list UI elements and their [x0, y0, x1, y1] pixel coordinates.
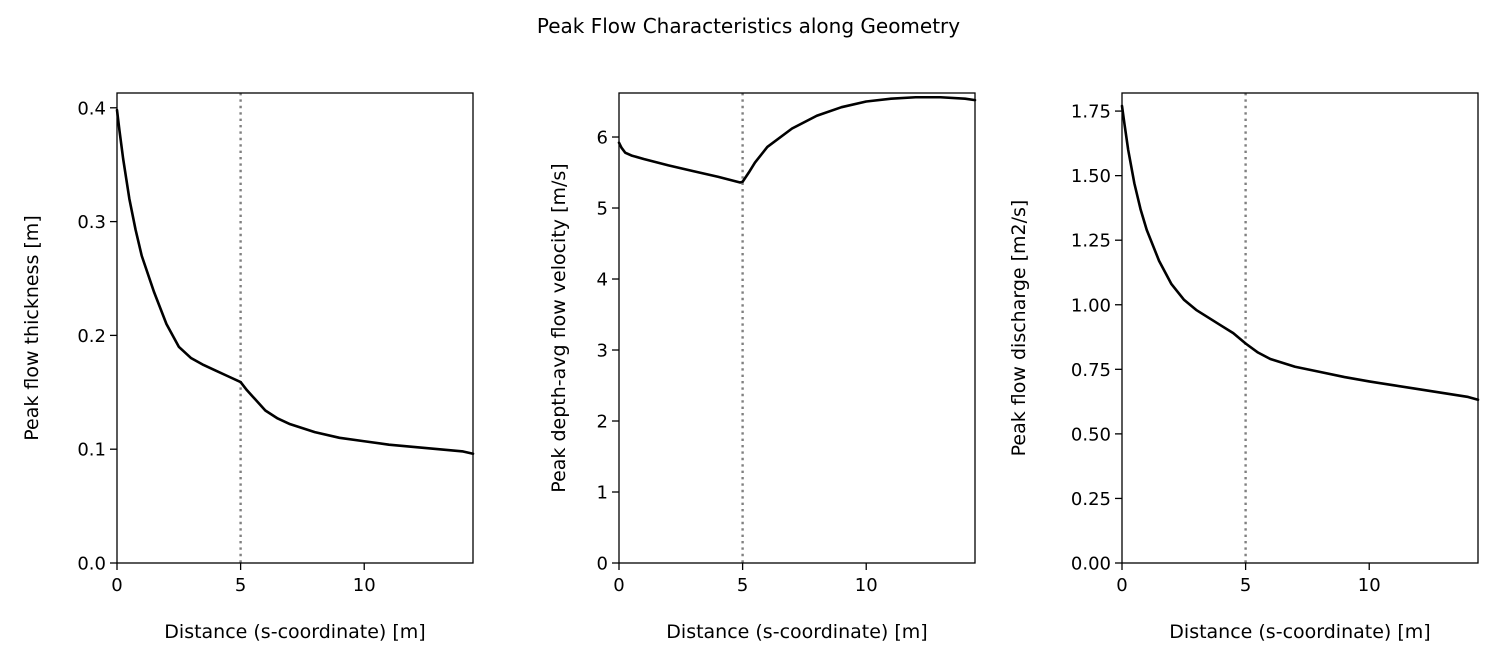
subplot-flow-thickness: 0 5 10 0.0 0.1 0.2 0.3 0.4 Distance (s-coordinat… — [21, 92, 475, 643]
y-tick-label: 6 — [597, 128, 608, 149]
y-tick-label: 1.50 — [1071, 166, 1111, 187]
y-tick-label: 1.75 — [1071, 102, 1111, 123]
y-tick-label: 0.3 — [77, 212, 106, 233]
y-tick-label: 0 — [597, 554, 608, 575]
x-axis-label: Distance (s-coordinate) [m] — [666, 621, 927, 643]
x-tick-label: 0 — [111, 575, 122, 596]
x-tick-label: 10 — [1358, 575, 1381, 596]
series-line — [1120, 104, 1480, 402]
y-tick-label: 0.00 — [1071, 554, 1111, 575]
y-tick-label: 0.75 — [1071, 360, 1111, 381]
axes-frame — [116, 92, 474, 564]
y-tick-label: 0.4 — [77, 98, 106, 119]
x-axis-label: Distance (s-coordinate) [m] — [164, 621, 425, 643]
x-tick-label: 0 — [613, 575, 624, 596]
y-tick-label: 0.0 — [77, 554, 106, 575]
x-tick-label: 0 — [1116, 575, 1127, 596]
x-tick-label: 10 — [353, 575, 376, 596]
y-tick-label: 2 — [597, 412, 608, 433]
y-axis-label: Peak depth-avg flow velocity [m/s] — [548, 163, 570, 492]
subplot-flow-discharge: 0 5 10 0.00 0.25 0.50 0.75 1.00 1.25 1.50 1.75 Dist… — [1008, 92, 1480, 643]
x-tick-label: 10 — [855, 575, 878, 596]
subplot-flow-velocity: 0 5 10 0 1 2 3 4 5 6 Distance (s-coordinate) [m] Pe… — [548, 92, 977, 643]
y-tick-label: 1.00 — [1071, 295, 1111, 316]
x-tick-label: 5 — [737, 575, 748, 596]
figure-title: Peak Flow Characteristics along Geometry — [536, 14, 961, 38]
y-tick-label: 5 — [597, 199, 608, 220]
series-line — [617, 95, 977, 184]
axes-frame — [1121, 92, 1479, 564]
x-tick-label: 5 — [235, 575, 246, 596]
series-line — [115, 108, 475, 456]
x-axis-label: Distance (s-coordinate) [m] — [1169, 621, 1430, 643]
y-tick-label: 0.2 — [77, 326, 106, 347]
y-tick-label: 1 — [597, 483, 608, 504]
x-tick-label: 5 — [1240, 575, 1251, 596]
y-axis-label: Peak flow thickness [m] — [21, 215, 43, 440]
y-tick-label: 0.1 — [77, 440, 106, 461]
y-tick-label: 3 — [597, 341, 608, 362]
y-tick-label: 0.25 — [1071, 489, 1111, 510]
y-tick-label: 1.25 — [1071, 231, 1111, 252]
axes-frame — [618, 92, 976, 564]
y-tick-label: 0.50 — [1071, 424, 1111, 445]
y-axis-label: Peak flow discharge [m2/s] — [1008, 200, 1030, 457]
y-tick-label: 4 — [597, 270, 608, 291]
